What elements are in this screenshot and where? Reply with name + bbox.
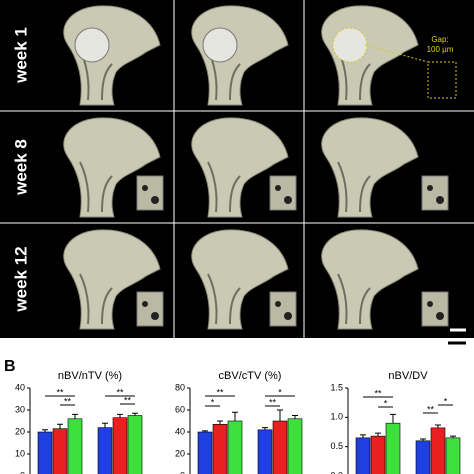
significance-label: * — [211, 397, 215, 407]
significance-label: * — [278, 387, 282, 397]
error-bar — [217, 420, 223, 425]
error-bar — [102, 422, 108, 428]
significance-label: * — [384, 398, 388, 408]
y-tick-label: 20 — [175, 448, 185, 458]
y-tick-label: 1.5 — [330, 382, 343, 392]
bar — [127, 415, 143, 474]
y-tick-label: 60 — [175, 404, 185, 414]
bar — [430, 427, 446, 474]
bar — [97, 427, 113, 474]
significance-label: ** — [427, 404, 435, 414]
y-tick-label: 80 — [175, 382, 185, 392]
bar — [287, 418, 303, 474]
error-bar — [57, 423, 63, 429]
bar — [227, 420, 243, 474]
bar — [37, 431, 53, 474]
error-bar — [390, 413, 396, 424]
significance-label: ** — [216, 387, 224, 397]
error-bar — [292, 415, 298, 419]
chart-title: nBV/DV — [388, 370, 428, 382]
error-bar — [72, 413, 78, 419]
micro-ct-images — [62, 4, 466, 345]
error-bar — [435, 424, 441, 428]
error-bar — [262, 427, 268, 430]
row-label: week 8 — [11, 139, 30, 196]
y-tick-label: 0 — [180, 470, 185, 474]
error-bar — [360, 434, 366, 438]
annotation: Gap: — [431, 35, 448, 44]
bar — [52, 428, 68, 474]
error-bar — [232, 411, 238, 421]
row-label: week 12 — [11, 246, 30, 312]
y-tick-label: 0 — [20, 470, 25, 474]
y-tick-label: 30 — [15, 404, 25, 414]
annotation: 100 μm — [427, 45, 454, 54]
bar — [67, 418, 83, 474]
error-bar — [132, 412, 138, 416]
y-tick-label: 20 — [15, 426, 25, 436]
significance-label: ** — [269, 397, 277, 407]
bar — [415, 440, 431, 474]
bar — [385, 422, 401, 474]
y-tick-label: 1.0 — [330, 412, 343, 422]
panel-label: B — [4, 358, 16, 375]
y-tick-label: 0.0 — [330, 470, 343, 474]
error-bar — [277, 409, 283, 421]
error-bar — [202, 430, 208, 432]
bar — [272, 420, 288, 474]
chart-title: nBV/nTV (%) — [58, 370, 122, 382]
bar — [355, 437, 371, 474]
error-bar — [375, 432, 381, 437]
row-label: week 1 — [11, 27, 30, 84]
bar — [197, 431, 213, 474]
chart-title: cBV/cTV (%) — [219, 370, 282, 382]
error-bar — [42, 429, 48, 432]
significance-label: ** — [64, 396, 72, 406]
significance-label: * — [444, 396, 448, 406]
bar — [112, 417, 128, 474]
bar — [257, 429, 273, 474]
error-bar — [420, 438, 426, 441]
y-tick-label: 0.5 — [330, 441, 343, 451]
significance-label: ** — [374, 388, 382, 398]
significance-label: ** — [124, 395, 132, 405]
y-tick-label: 10 — [15, 448, 25, 458]
bar — [445, 437, 461, 474]
bar — [212, 423, 228, 474]
error-bar — [117, 413, 123, 418]
significance-label: ** — [116, 387, 124, 397]
y-tick-label: 40 — [175, 426, 185, 436]
y-tick-label: 40 — [15, 382, 25, 392]
significance-label: ** — [56, 387, 64, 397]
bar — [370, 435, 386, 474]
error-bar — [450, 435, 456, 438]
